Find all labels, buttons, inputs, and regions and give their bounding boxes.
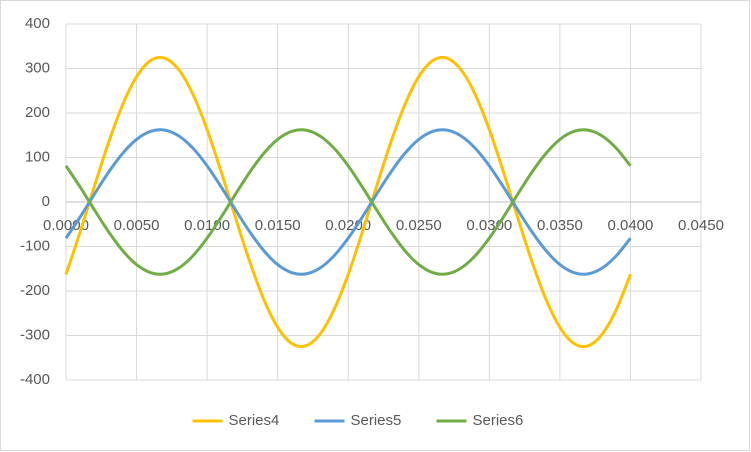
y-tick-label: 0 xyxy=(42,193,50,210)
x-tick-label: 0.0350 xyxy=(537,217,583,234)
y-tick-label: 300 xyxy=(25,59,50,76)
x-tick-label: 0.0050 xyxy=(114,217,160,234)
series-line xyxy=(64,128,632,276)
x-tick-label: 0.0400 xyxy=(607,217,653,234)
x-tick-label: 0.0450 xyxy=(678,217,724,234)
y-tick-label: 200 xyxy=(25,104,50,121)
series-line xyxy=(64,128,632,276)
legend-label: Series6 xyxy=(473,412,524,429)
series-line xyxy=(64,55,632,349)
y-tick-label: -300 xyxy=(20,326,50,343)
y-tick-label: -100 xyxy=(20,237,50,254)
y-tick-label: -200 xyxy=(20,282,50,299)
x-tick-label: 0.0250 xyxy=(396,217,442,234)
legend-label: Series5 xyxy=(351,412,402,429)
y-tick-label: 400 xyxy=(25,15,50,32)
x-tick-label: 0.0150 xyxy=(255,217,301,234)
x-tick-label: 0.0300 xyxy=(466,217,512,234)
y-tick-label: 100 xyxy=(25,148,50,165)
legend-label: Series4 xyxy=(229,412,280,429)
x-tick-label: 0.0100 xyxy=(184,217,230,234)
y-tick-label: -400 xyxy=(20,371,50,388)
